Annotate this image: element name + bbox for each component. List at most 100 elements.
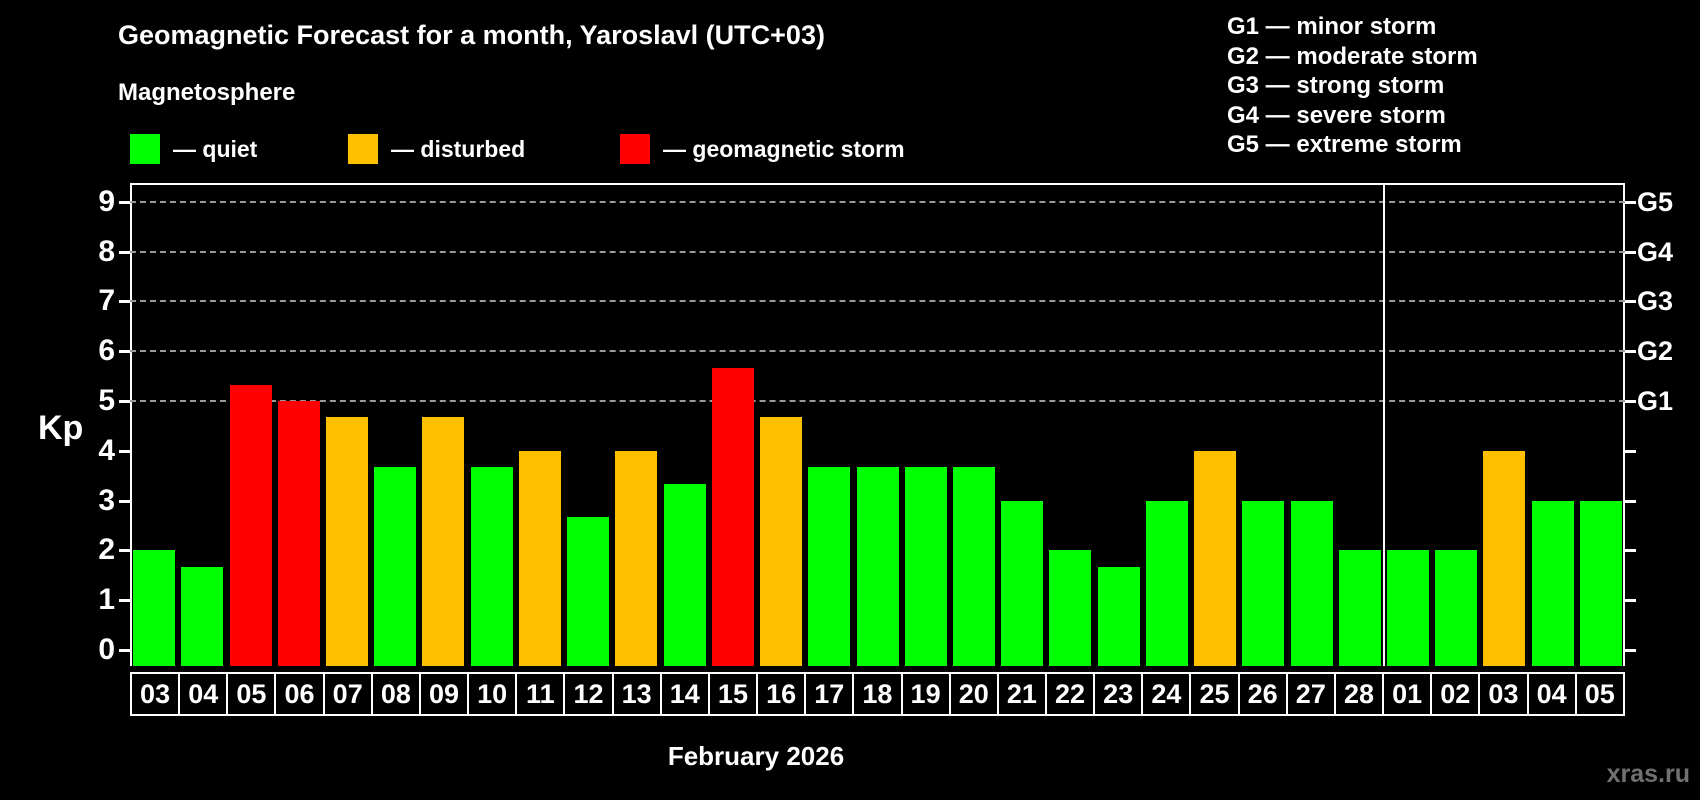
date-cell-26: 26 [1237, 672, 1288, 716]
legend-item-disturbed: — disturbed [348, 133, 525, 165]
kp-bar-14 [663, 484, 706, 666]
legend-label-quiet: — quiet [173, 135, 258, 162]
chart-title: Geomagnetic Forecast for a month, Yarosl… [118, 20, 825, 50]
gridline-kp5 [130, 400, 1625, 402]
kp-bar-26 [1242, 500, 1285, 666]
kp-bar-20 [952, 467, 995, 666]
x-axis-month-label: February 2026 [667, 741, 845, 771]
date-cell-16: 16 [756, 672, 807, 716]
right-axis-tick [1625, 649, 1636, 652]
y-axis-tick-label: 0 [98, 633, 115, 666]
date-cell-03: 03 [130, 672, 181, 716]
kp-bar-23 [1097, 566, 1140, 666]
right-axis-tick [1625, 200, 1636, 204]
date-cell-12: 12 [563, 672, 614, 716]
date-cell-10: 10 [467, 672, 518, 716]
left-axis-tick [119, 449, 130, 453]
date-cell-17: 17 [804, 672, 855, 716]
plot-border-top [130, 183, 1625, 185]
left-axis-tick [119, 200, 130, 204]
kp-bar-07 [326, 417, 369, 666]
kp-bar-22 [1049, 550, 1092, 666]
date-cell-03: 03 [1478, 672, 1529, 716]
legend-item-quiet: — quiet [130, 133, 257, 165]
left-axis-tick [119, 499, 130, 503]
watermark-xras: xras.ru [1606, 760, 1690, 788]
plot-border-left [130, 183, 132, 666]
date-cell-04: 04 [1526, 672, 1577, 716]
gridline-kp8 [130, 250, 1625, 253]
date-cell-28: 28 [1333, 672, 1385, 716]
kp-bar-18 [856, 467, 899, 666]
left-axis-tick [119, 400, 130, 403]
kp-bar-12 [567, 517, 610, 666]
gridline-kp6 [130, 350, 1625, 353]
kp-bar-09 [422, 417, 465, 666]
left-axis-tick [119, 250, 130, 254]
date-cell-27: 27 [1285, 672, 1336, 716]
kp-bar-15 [711, 367, 754, 666]
date-cell-21: 21 [996, 672, 1047, 716]
right-axis-g-label-g5: G5 [1637, 186, 1674, 217]
date-cell-04: 04 [178, 672, 229, 716]
kp-bar-01 [1386, 550, 1429, 666]
left-axis-tick [119, 649, 130, 652]
right-axis-tick [1625, 599, 1636, 603]
right-axis-tick [1625, 449, 1636, 453]
right-axis-tick [1625, 300, 1636, 304]
gridline-kp7 [130, 300, 1625, 303]
plot-area [130, 183, 1625, 666]
y-axis-tick-label: 1 [98, 583, 115, 617]
kp-bar-02 [1435, 550, 1478, 666]
date-cell-09: 09 [418, 672, 470, 716]
kp-bar-06 [277, 401, 320, 666]
date-cell-06: 06 [274, 672, 325, 716]
date-cell-18: 18 [852, 672, 903, 716]
right-axis-g-label-g2: G2 [1637, 336, 1674, 367]
kp-bar-16 [760, 417, 803, 666]
kp-bar-21 [1001, 500, 1044, 666]
y-axis-tick-label: 3 [98, 483, 115, 517]
g-scale-legend-line: G3 — strong storm [1227, 72, 1445, 100]
kp-bar-05 [229, 384, 272, 666]
y-axis-tick-label: 2 [98, 533, 115, 567]
date-cell-22: 22 [1044, 672, 1096, 716]
y-axis-label: Kp [38, 409, 84, 447]
right-axis-tick [1625, 549, 1636, 553]
date-cell-19: 19 [900, 672, 951, 716]
date-cell-25: 25 [1189, 672, 1240, 716]
date-cell-11: 11 [515, 672, 566, 716]
kp-bar-03 [133, 550, 176, 666]
gridline-kp9 [130, 200, 1625, 203]
kp-bar-04 [181, 566, 224, 666]
date-cell-13: 13 [611, 672, 662, 716]
left-axis-tick [119, 350, 130, 354]
storm-color-swatch [620, 134, 650, 164]
kp-bar-10 [470, 467, 513, 666]
y-axis-tick-label: 9 [98, 184, 115, 218]
kp-bar-04 [1531, 500, 1574, 666]
x-axis-date-row: 03 04 05 06 07 08 09 10 11 12 13 14 15 16 17 18 19 20 21 22… [130, 672, 1625, 716]
legend-label-disturbed: — disturbed [391, 135, 526, 162]
disturbed-color-swatch [348, 134, 378, 164]
right-axis-g-label-g3: G3 [1637, 286, 1674, 317]
g-scale-legend-line: G1 — minor storm [1227, 13, 1437, 40]
right-axis-tick [1625, 499, 1636, 503]
left-axis-tick [119, 549, 130, 553]
legend-item-storm: — geomagnetic storm [620, 133, 905, 165]
y-axis-tick-label: 6 [98, 334, 115, 368]
legend-label-storm: — geomagnetic storm [663, 135, 905, 162]
right-axis-tick [1625, 400, 1636, 403]
date-cell-14: 14 [659, 672, 710, 716]
kp-bar-11 [518, 450, 561, 666]
right-axis-g-label-g4: G4 [1637, 236, 1674, 267]
kp-bar-28 [1338, 550, 1381, 666]
y-axis-tick-label: 8 [98, 234, 115, 268]
kp-bar-05 [1579, 500, 1622, 666]
date-cell-20: 20 [948, 672, 999, 716]
y-axis-tick-label: 5 [98, 384, 115, 417]
y-axis-tick-label: 7 [98, 284, 115, 318]
g-scale-legend: G1 — minor storm G2 — moderate storm G3 … [1227, 12, 1478, 160]
date-cell-05: 05 [1574, 672, 1625, 716]
